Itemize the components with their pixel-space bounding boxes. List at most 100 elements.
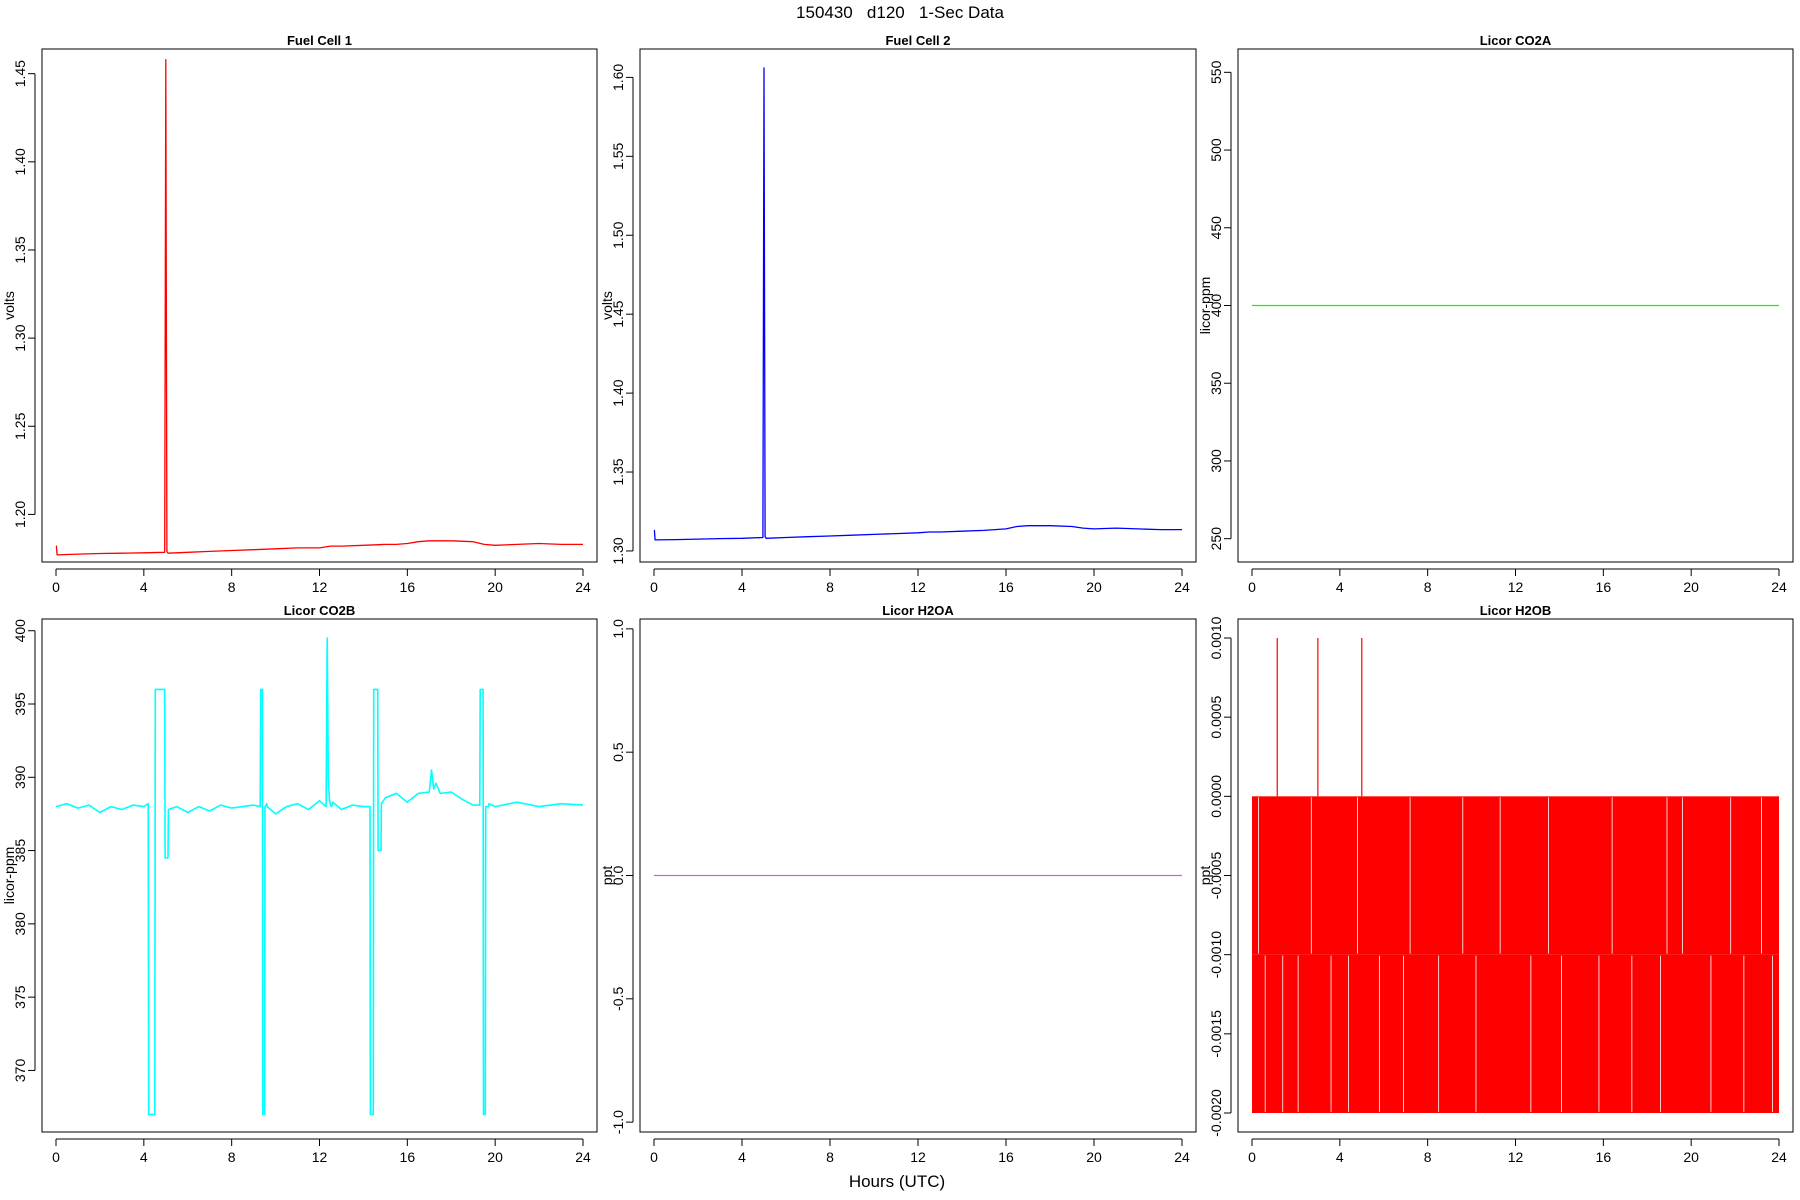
y-tick-label: -1.0 <box>610 1110 626 1134</box>
series-group <box>55 58 583 556</box>
panel-title: Licor H2OB <box>1480 603 1552 618</box>
x-tick-label: 12 <box>312 579 328 595</box>
y-axis: 1.30 1.35 1.40 1.45 1.50 1.55 1.60 <box>610 64 634 565</box>
y-tick-label: 400 <box>12 619 28 643</box>
x-tick-label: 24 <box>1771 1149 1787 1165</box>
x-tick-label: 8 <box>1424 579 1432 595</box>
y-tick-label: 370 <box>12 1059 28 1083</box>
x-tick-label: 0 <box>1248 1149 1256 1165</box>
y-axis: 1.20 1.25 1.30 1.35 1.40 1.45 <box>12 60 36 528</box>
x-axis: 0 4 8 12 16 20 24 <box>52 568 591 595</box>
y-tick-label: 385 <box>12 839 28 863</box>
y-tick-label: 500 <box>1208 138 1224 162</box>
y-axis: 370 375 380 385 390 395 400 <box>12 619 36 1083</box>
x-axis: 0 4 8 12 16 20 24 <box>650 568 1190 595</box>
x-tick-label: 0 <box>52 1149 60 1165</box>
series-line <box>55 637 584 1116</box>
y-tick-label: -0.0015 <box>1208 1010 1224 1058</box>
y-tick-label: -0.0005 <box>1208 852 1224 900</box>
y-axis: 250 300 350 400 450 500 550 <box>1208 60 1232 551</box>
y-tick-label: -0.5 <box>610 987 626 1011</box>
x-tick-label: 16 <box>1596 1149 1612 1165</box>
y-axis-label: volts <box>1 291 17 320</box>
x-tick-label: 16 <box>400 1149 416 1165</box>
x-tick-label: 20 <box>1086 1149 1102 1165</box>
x-tick-label: 8 <box>228 1149 236 1165</box>
panel-title: Licor CO2A <box>1480 33 1552 48</box>
x-tick-label: 16 <box>400 579 416 595</box>
series-line <box>55 58 583 556</box>
x-tick-label: 12 <box>1508 579 1524 595</box>
x-tick-label: 20 <box>487 1149 503 1165</box>
x-tick-label: 4 <box>140 1149 148 1165</box>
x-tick-label: 4 <box>140 579 148 595</box>
figure-xlabel: Hours (UTC) <box>849 1172 945 1191</box>
x-axis: 0 4 8 12 16 20 24 <box>52 1138 591 1165</box>
y-tick-label: 1.40 <box>12 148 28 175</box>
panel-1: Fuel Cell 1 volts 0 4 8 12 16 20 24 1.20 1.25 1.30 1… <box>1 33 598 595</box>
x-tick-label: 8 <box>826 1149 834 1165</box>
y-tick-label: 0.0005 <box>1208 696 1224 739</box>
plot-frame <box>639 618 1197 1133</box>
y-tick-label: 390 <box>12 765 28 789</box>
x-axis: 0 4 8 12 16 20 24 <box>1248 568 1787 595</box>
panel-title: Licor CO2B <box>284 603 356 618</box>
y-tick-label: 450 <box>1208 216 1224 240</box>
plot-frame <box>1237 618 1794 1133</box>
y-tick-label: 1.50 <box>610 221 626 248</box>
y-tick-label: 380 <box>12 912 28 936</box>
y-tick-label: 250 <box>1208 527 1224 551</box>
panel-3: Licor CO2A licor-ppm 0 4 8 12 16 20 24 250 300 350 4… <box>1197 33 1794 595</box>
y-tick-label: 395 <box>12 692 28 716</box>
x-tick-label: 24 <box>575 1149 591 1165</box>
x-tick-label: 8 <box>228 579 236 595</box>
x-tick-label: 4 <box>738 1149 746 1165</box>
y-tick-label: 300 <box>1208 449 1224 473</box>
y-axis-label: licor-ppm <box>1 847 17 905</box>
y-tick-label: 1.35 <box>610 458 626 485</box>
y-tick-label: 0.0 <box>610 866 626 886</box>
x-tick-label: 0 <box>650 1149 658 1165</box>
panel-title: Fuel Cell 1 <box>287 33 352 48</box>
y-tick-label: 1.40 <box>610 379 626 406</box>
plot-frame <box>1237 48 1794 563</box>
y-tick-label: 1.0 <box>610 619 626 639</box>
x-tick-label: 4 <box>738 579 746 595</box>
y-axis-label: licor-ppm <box>1197 277 1213 335</box>
panels: Fuel Cell 1 volts 0 4 8 12 16 20 24 1.20 1.25 1.30 1… <box>1 33 1794 1165</box>
x-tick-label: 8 <box>826 579 834 595</box>
x-tick-label: 24 <box>1174 579 1190 595</box>
series-band-lower <box>1252 954 1779 1113</box>
plot-frame <box>41 48 598 563</box>
y-axis-label: volts <box>599 291 615 320</box>
y-tick-label: 1.60 <box>610 64 626 91</box>
x-tick-label: 20 <box>1086 579 1102 595</box>
x-axis: 0 4 8 12 16 20 24 <box>650 1138 1190 1165</box>
x-tick-label: 0 <box>52 579 60 595</box>
panel-title: Fuel Cell 2 <box>885 33 950 48</box>
x-tick-label: 16 <box>998 579 1014 595</box>
x-tick-label: 0 <box>1248 579 1256 595</box>
x-tick-label: 24 <box>575 579 591 595</box>
y-tick-label: 1.55 <box>610 142 626 169</box>
y-tick-label: 1.30 <box>12 324 28 351</box>
x-tick-label: 20 <box>487 579 503 595</box>
y-tick-label: 0.0000 <box>1208 775 1224 818</box>
figure-suptitle: 150430 d120 1-Sec Data <box>796 3 1004 22</box>
series-line <box>653 67 1182 541</box>
y-tick-label: 1.20 <box>12 501 28 528</box>
y-tick-label: 0.0010 <box>1208 616 1224 659</box>
plot-frame <box>639 48 1197 563</box>
y-tick-label: 1.45 <box>12 60 28 87</box>
series-band-upper <box>1252 796 1779 955</box>
y-tick-label: 1.25 <box>12 412 28 439</box>
x-tick-label: 20 <box>1683 1149 1699 1165</box>
y-tick-label: -0.0020 <box>1208 1089 1224 1137</box>
x-tick-label: 24 <box>1771 579 1787 595</box>
y-tick-label: 1.45 <box>610 300 626 327</box>
x-tick-label: 16 <box>998 1149 1014 1165</box>
panel-title: Licor H2OA <box>882 603 954 618</box>
x-tick-label: 12 <box>910 579 926 595</box>
